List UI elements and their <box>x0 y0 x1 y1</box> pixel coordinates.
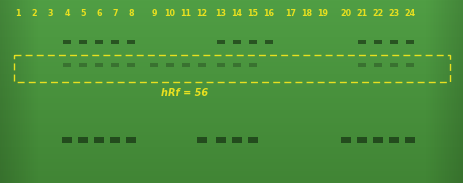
Text: 4: 4 <box>64 10 70 18</box>
Text: 8: 8 <box>128 10 134 18</box>
Text: 19: 19 <box>318 10 329 18</box>
Text: hRf = 56: hRf = 56 <box>162 88 208 98</box>
Text: 7: 7 <box>112 10 118 18</box>
Text: 16: 16 <box>263 10 275 18</box>
Bar <box>14 55 450 82</box>
Text: 3: 3 <box>47 10 53 18</box>
Text: 20: 20 <box>340 10 351 18</box>
Text: 21: 21 <box>357 10 368 18</box>
Text: 12: 12 <box>196 10 207 18</box>
Text: 17: 17 <box>286 10 296 18</box>
Text: 6: 6 <box>96 10 102 18</box>
Text: 2: 2 <box>31 10 37 18</box>
Text: 9: 9 <box>151 10 157 18</box>
Text: 1: 1 <box>15 10 21 18</box>
Text: 24: 24 <box>405 10 416 18</box>
Text: 13: 13 <box>215 10 226 18</box>
Text: 5: 5 <box>80 10 86 18</box>
Text: 10: 10 <box>164 10 175 18</box>
Text: 15: 15 <box>248 10 258 18</box>
Text: 22: 22 <box>372 10 384 18</box>
Text: 14: 14 <box>232 10 243 18</box>
Text: 18: 18 <box>301 10 313 18</box>
Text: 23: 23 <box>388 10 400 18</box>
Text: 11: 11 <box>181 10 192 18</box>
